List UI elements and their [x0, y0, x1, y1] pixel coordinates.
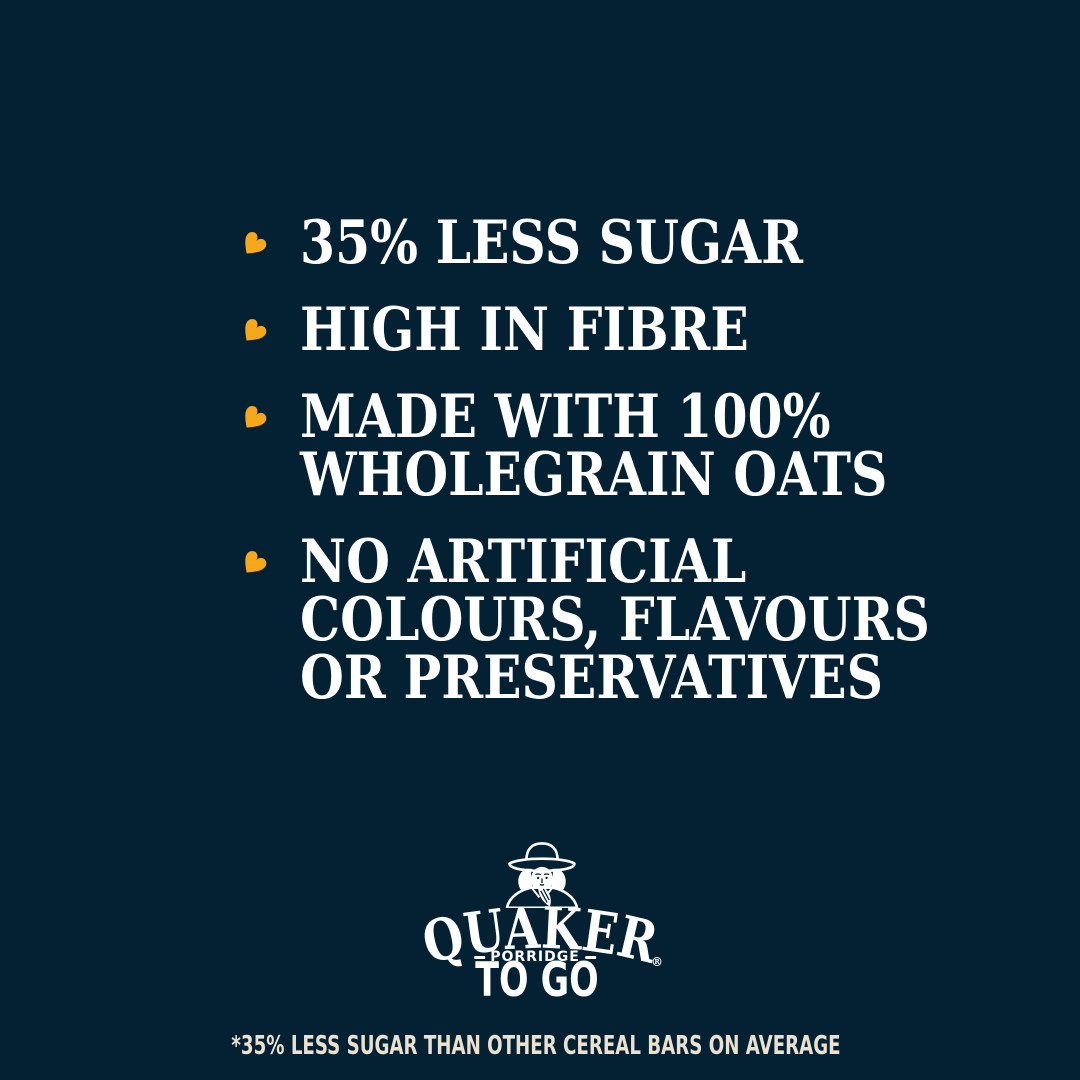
- oat-grain-icon: [245, 232, 267, 254]
- benefit-claim: MADE WITH 100% WHOLEGRAIN OATS: [235, 382, 1050, 510]
- claim-line: NO ARTIFICIAL: [300, 527, 747, 597]
- claim-text: HIGH IN FIBRE: [300, 295, 749, 365]
- claim-line: MADE WITH 100%: [300, 382, 831, 452]
- right-dash: [584, 955, 596, 959]
- benefit-claim: HIGH IN FIBRE: [235, 295, 1050, 365]
- oat-grain-icon: [245, 551, 267, 573]
- quaker-man-icon: [505, 842, 579, 908]
- claim-line: WHOLEGRAIN OATS: [300, 440, 888, 510]
- claim-text: NO ARTIFICIAL COLOURS, FLAVOURS OR PRESERV…: [300, 527, 930, 713]
- registered-trademark-symbol: ®: [651, 955, 663, 969]
- claim-line: OR PRESERVATIVES: [300, 643, 883, 713]
- claim-line: 35% LESS SUGAR: [300, 208, 804, 278]
- footnote-disclaimer: *35% LESS SUGAR THAN OTHER CEREAL BARS O…: [231, 1031, 841, 1061]
- quaker-wordmark: QUAKER ®: [416, 895, 664, 977]
- oat-grain-icon: [245, 319, 267, 341]
- claim-text: 35% LESS SUGAR: [300, 208, 804, 278]
- left-dash: [474, 955, 486, 959]
- product-line-label: TO GO: [475, 953, 599, 1008]
- porridge-label: PORRIDGE: [490, 949, 580, 965]
- benefit-claim: NO ARTIFICIAL COLOURS, FLAVOURS OR PRESERV…: [235, 527, 1050, 713]
- claim-line: HIGH IN FIBRE: [300, 295, 749, 365]
- benefit-claims-list: 35% LESS SUGAR HIGH IN FIBRE MADE WITH 1…: [235, 208, 1050, 713]
- benefit-claim: 35% LESS SUGAR: [235, 208, 1050, 278]
- oat-grain-icon: [245, 406, 267, 428]
- claim-line: COLOURS, FLAVOURS: [300, 585, 930, 655]
- porridge-descriptor-row: PORRIDGE: [474, 949, 596, 965]
- claim-text: MADE WITH 100% WHOLEGRAIN OATS: [300, 382, 888, 510]
